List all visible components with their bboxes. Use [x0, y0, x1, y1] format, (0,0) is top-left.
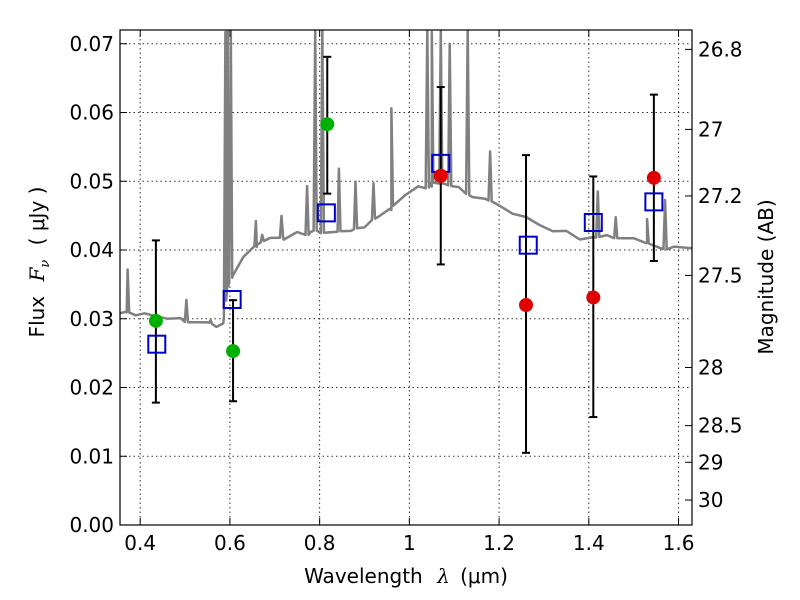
model-point [222, 290, 242, 309]
plot-frame [119, 29, 693, 526]
x-tick-label: 1.4 [573, 531, 605, 555]
spectrum-line [120, 30, 692, 329]
x-axis-label-prefix: Wavelength [304, 564, 423, 588]
y2-tick-label: 27.2 [698, 184, 743, 208]
y-tick-label: 0.05 [69, 169, 114, 193]
observed-point-red [646, 170, 661, 185]
x-axis-label-unit: (μm) [460, 564, 508, 588]
y-tick-label: 0.01 [69, 444, 114, 468]
y2-tick-label: 26.8 [698, 37, 743, 61]
y2-tick-label: 29 [698, 450, 723, 474]
model-points [147, 153, 664, 354]
model-point [583, 213, 603, 232]
y-axis-label-prefix: Flux [25, 296, 49, 338]
y-tick-label: 0.04 [69, 238, 114, 262]
y2-tick-label: 30 [698, 488, 723, 512]
axes: 0.4 0.6 0.8 1 1.2 1.4 1.6 0.00 0.01 0.02 0.03 0.04 0… [69, 30, 743, 555]
y-axis-label-subscript: ν [38, 260, 53, 268]
x-tick-label: 1 [403, 531, 416, 555]
y2-tick-label: 27.5 [698, 263, 743, 287]
plot-background [120, 30, 692, 525]
x-tick-label: 1.6 [663, 531, 695, 555]
observed-point-green [320, 117, 335, 132]
errorbars [151, 55, 658, 454]
y-tick-label: 0.03 [69, 307, 114, 331]
y-tick-label: 0.06 [69, 101, 114, 125]
model-point [316, 203, 336, 223]
y2-axis-label: Magnitude (AB) [754, 199, 778, 354]
y-axis-label-unit: ( μJy ) [25, 187, 49, 246]
x-axis-label: Wavelength λ (μm) [304, 564, 508, 588]
y-tick-label: 0.02 [69, 376, 114, 400]
y2-tick-label: 28.5 [698, 414, 743, 438]
observed-point-red [433, 168, 448, 183]
x-tick-label: 0.6 [214, 531, 246, 555]
y-axis-label: Flux Fν ( μJy ) [25, 187, 54, 338]
y-tick-label: 0.07 [69, 32, 114, 56]
model-point [147, 334, 167, 354]
y-axis-label-symbol: F [25, 267, 49, 283]
observed-point-green [226, 344, 241, 359]
y-tick-label: 0.00 [69, 513, 114, 537]
y2-tick-label: 28 [698, 356, 723, 380]
x-tick-label: 0.4 [124, 531, 156, 555]
model-point [644, 192, 664, 212]
spectrum-series [120, 30, 692, 329]
x-tick-label: 0.8 [304, 531, 336, 555]
observed-point-green [148, 313, 163, 328]
x-tick-label: 1.2 [483, 531, 515, 555]
observed-point-red [586, 290, 601, 305]
y2-tick-label: 27 [698, 117, 723, 141]
observed-points [148, 117, 661, 359]
x-axis-label-symbol: λ [436, 564, 450, 588]
model-point [518, 235, 538, 255]
observed-point-red [519, 298, 534, 312]
